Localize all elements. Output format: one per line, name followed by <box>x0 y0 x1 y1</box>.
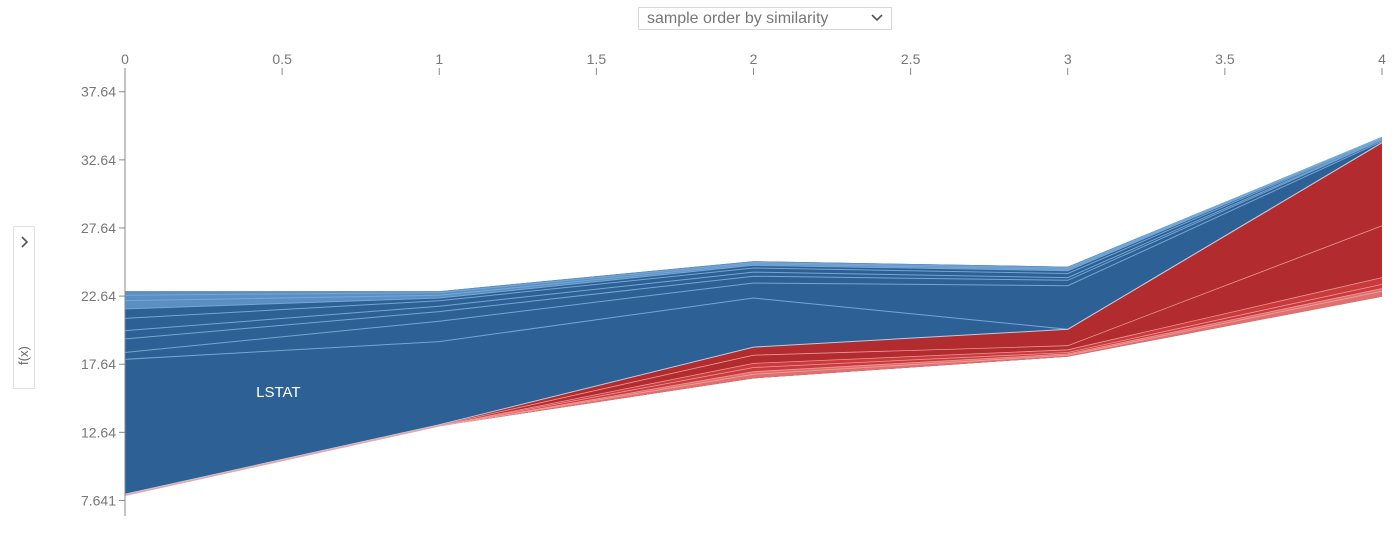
x-tick-label-7: 3.5 <box>1215 51 1235 67</box>
y-tick-label-6: 37.64 <box>81 84 116 100</box>
negative-feature-boundary-3 <box>124 138 1383 332</box>
positive-feature-boundary-4 <box>124 290 1383 496</box>
x-tick-label-0: 0 <box>121 51 129 67</box>
chevron-down-icon <box>871 14 883 22</box>
y-tick-label-1: 12.64 <box>81 424 116 440</box>
negative-feature-boundary-6 <box>124 137 1383 302</box>
positive-effect-band <box>125 142 1382 496</box>
chevron-right-icon <box>21 236 29 248</box>
x-tick-label-4: 2 <box>750 51 758 67</box>
negative-feature-boundary-1 <box>124 140 1383 353</box>
feature-label-0: LSTAT <box>256 384 300 401</box>
y-tick-label-3: 22.64 <box>81 288 116 304</box>
negative-feature-boundary-7 <box>124 136 1383 296</box>
x-tick-label-6: 3 <box>1064 51 1072 67</box>
x-tick-label-5: 2.5 <box>901 51 921 67</box>
y-tick-label-4: 27.64 <box>81 220 116 236</box>
x-tick-label-3: 1.5 <box>587 51 607 67</box>
y-tick-label-2: 17.64 <box>81 356 116 372</box>
ordering-select-label: sample order by similarity <box>647 10 829 27</box>
negative-effect-substrata-light <box>125 137 1382 309</box>
y-tick-label-0: 7.641 <box>81 492 116 508</box>
x-tick-label-8: 4 <box>1378 51 1386 67</box>
output-value-line <box>124 142 1383 495</box>
negative-feature-boundary-5 <box>124 137 1383 310</box>
negative-effect-band <box>125 137 1382 495</box>
x-tick-label-1: 0.5 <box>272 51 292 67</box>
y-tick-label-5: 32.64 <box>81 152 116 168</box>
negative-feature-boundary-2 <box>124 139 1383 340</box>
x-tick-label-2: 1 <box>435 51 443 67</box>
negative-feature-boundary-4 <box>124 138 1383 319</box>
ordering-select[interactable]: sample order by similarity <box>638 7 892 30</box>
yaxis-toggle[interactable]: f(x) <box>13 226 35 389</box>
